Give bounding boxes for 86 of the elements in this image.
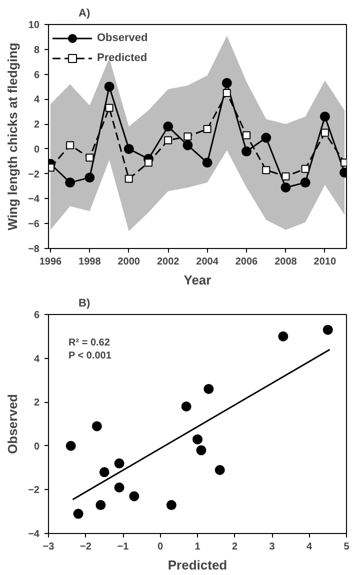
point <box>66 141 74 150</box>
y-tick-label: 0 <box>34 144 40 156</box>
point <box>320 112 330 122</box>
point <box>124 174 133 183</box>
y-tick-label: −4 <box>28 194 40 206</box>
point <box>282 172 290 180</box>
point <box>203 125 212 134</box>
x-tick-label: 2002 <box>156 256 180 268</box>
point <box>104 82 114 92</box>
x-axis-title: Predicted <box>168 558 228 572</box>
y-tick-label: 0 <box>34 441 40 452</box>
x-tick-label: 4 <box>306 542 312 552</box>
x-tick-label: 5 <box>344 542 350 552</box>
x-tick-label: 1 <box>194 542 201 552</box>
y-tick-label: −4 <box>28 529 40 540</box>
point <box>278 331 288 342</box>
point <box>86 154 94 162</box>
point <box>280 182 291 193</box>
y-tick-label: 4 <box>34 354 40 365</box>
x-tick-label: 2010 <box>314 256 336 268</box>
point <box>65 178 76 188</box>
point <box>166 500 176 510</box>
point <box>222 78 232 88</box>
point <box>202 158 212 168</box>
x-tick-label: 2008 <box>274 256 298 268</box>
point <box>192 434 202 444</box>
point <box>242 131 251 140</box>
point <box>204 384 214 394</box>
x-tick-label: 3 <box>269 542 276 552</box>
point <box>114 482 124 492</box>
y-tick-label: 2 <box>34 120 40 131</box>
y-tick-label: 6 <box>34 70 40 81</box>
point <box>181 401 192 412</box>
x-tick-label: 2000 <box>118 256 140 268</box>
y-axis-title: Wing length chicks at fledging <box>5 42 20 230</box>
point <box>73 508 84 519</box>
point <box>320 128 329 137</box>
point <box>92 421 102 432</box>
y-tick-label: 10 <box>28 20 40 31</box>
y-tick-label: −2 <box>28 485 40 496</box>
annotation: R² = 0.62 <box>68 338 110 348</box>
point <box>163 122 174 132</box>
y-tick-label: 6 <box>34 310 40 321</box>
y-tick-label: 4 <box>34 94 40 106</box>
point <box>300 178 310 188</box>
x-tick-label: 1996 <box>39 256 62 268</box>
point <box>182 140 193 150</box>
x-tick-label: 2 <box>232 542 238 552</box>
annotation: P < 0.001 <box>68 350 112 362</box>
x-axis-title: Year <box>184 272 212 288</box>
x-tick-label: 2006 <box>235 256 258 268</box>
point <box>184 132 192 140</box>
point <box>222 88 231 97</box>
x-tick-label: 2004 <box>196 256 219 268</box>
chart-title: A) <box>78 8 90 20</box>
point <box>114 458 124 468</box>
point <box>129 491 140 502</box>
point <box>322 324 333 335</box>
point <box>164 136 172 144</box>
point <box>96 500 106 510</box>
y-tick-label: 2 <box>34 398 40 409</box>
x-tick-label: −1 <box>117 542 130 552</box>
point <box>261 132 272 143</box>
y-tick-label: −2 <box>28 169 40 180</box>
legend-label: Predicted <box>97 52 148 64</box>
point <box>262 166 270 174</box>
x-tick-label: −3 <box>42 542 55 552</box>
point <box>105 104 114 112</box>
point <box>301 164 310 173</box>
point <box>124 144 134 154</box>
y-axis-title: Observed <box>5 394 20 454</box>
point <box>144 158 152 167</box>
y-tick-label: −6 <box>28 219 40 230</box>
x-tick-label: −2 <box>80 542 92 552</box>
y-tick-label: −8 <box>28 244 40 255</box>
point <box>242 146 252 156</box>
point <box>84 172 95 183</box>
chart-title: B) <box>78 298 90 310</box>
point <box>196 445 206 456</box>
legend-label: Observed <box>97 32 148 44</box>
point <box>214 465 225 475</box>
point <box>99 467 110 478</box>
x-tick-label: 1998 <box>78 256 102 268</box>
point <box>66 440 76 451</box>
x-tick-label: 0 <box>157 542 164 552</box>
y-tick-label: 8 <box>34 44 40 56</box>
